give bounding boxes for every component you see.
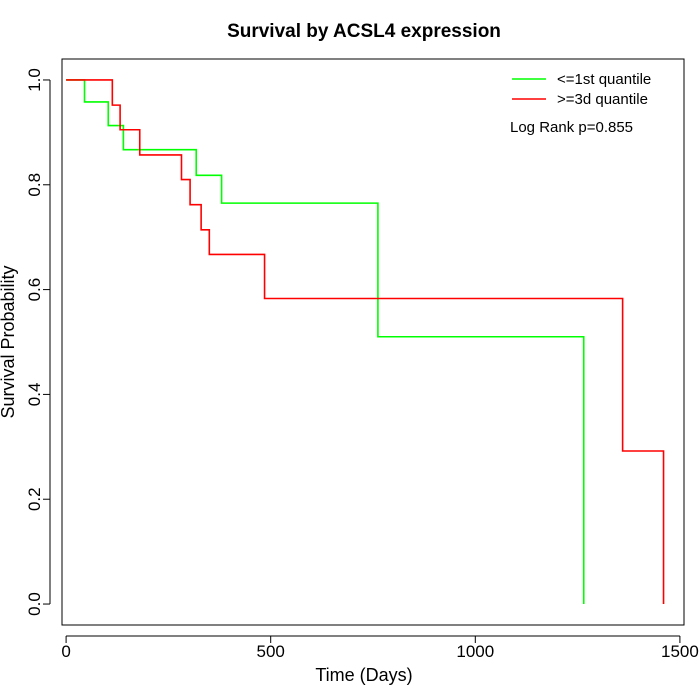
legend: <=1st quantile >=3d quantile — [512, 71, 651, 108]
y-tick-label: 1.0 — [25, 68, 44, 92]
series-line-2 — [66, 79, 665, 605]
y-axis: 0.0 0.2 0.4 0.6 0.8 1.0 — [25, 68, 51, 616]
x-tick-label: 500 — [257, 642, 285, 661]
chart-title: Survival by ACSL4 expression — [227, 21, 501, 42]
y-tick-label: 0.6 — [25, 278, 44, 302]
plot-frame — [61, 58, 685, 626]
legend-label-2: >=3d quantile — [557, 91, 648, 108]
series-line-1 — [66, 79, 585, 605]
y-tick-label: 0.8 — [25, 173, 44, 197]
x-axis-label: Time (Days) — [315, 665, 412, 685]
y-tick-label: 0.4 — [25, 383, 44, 407]
y-tick-label: 0.2 — [25, 487, 44, 511]
y-tick-label: 0.0 — [25, 592, 44, 616]
log-rank-annotation: Log Rank p=0.855 — [510, 119, 633, 136]
series-layer — [66, 79, 665, 605]
x-tick-label: 0 — [61, 642, 70, 661]
y-axis-label: Survival Probability — [0, 265, 18, 418]
x-tick-label: 1000 — [456, 642, 494, 661]
x-tick-label: 1500 — [661, 642, 699, 661]
legend-label-1: <=1st quantile — [557, 71, 651, 88]
x-axis: 0 500 1000 1500 — [61, 635, 699, 661]
